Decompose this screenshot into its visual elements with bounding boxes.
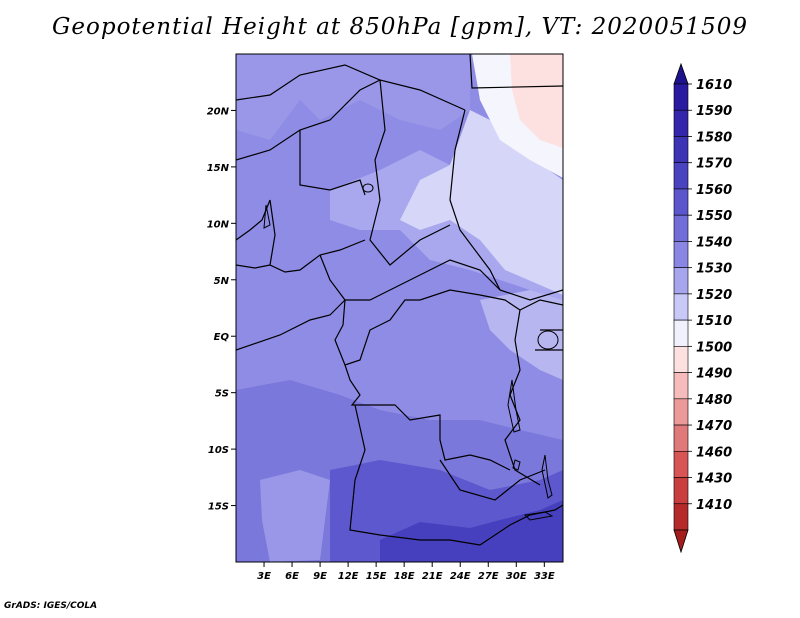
y-tick-label: 10S xyxy=(208,445,229,456)
colorbar-swatch xyxy=(673,477,689,505)
colorbar-label: 1510 xyxy=(696,314,732,329)
colorbar-swatch xyxy=(673,450,689,478)
x-tick-label: 18E xyxy=(394,571,415,582)
colorbar-label: 1570 xyxy=(696,157,732,172)
x-tick-label: 27E xyxy=(478,571,499,582)
field-northeast-pale xyxy=(400,110,563,295)
colorbar-label: 1580 xyxy=(696,130,732,145)
y-tick-label: 10N xyxy=(207,219,230,230)
border-west-sahel xyxy=(236,79,381,161)
border-sudan-libya xyxy=(469,54,563,89)
plot-frame xyxy=(235,53,564,563)
colorbar-swatch xyxy=(673,293,689,321)
colorbar-label: 1480 xyxy=(696,393,732,408)
x-tick-label: 24E xyxy=(450,571,471,582)
colorbar-swatch xyxy=(673,319,689,347)
colorbar-label: 1560 xyxy=(696,183,732,198)
colorbar-swatch xyxy=(673,398,689,426)
map-title: Geopotential Height at 850hPa [gpm], VT:… xyxy=(52,14,748,40)
field-east-pale-patch xyxy=(480,290,563,380)
border-north-africa xyxy=(236,64,466,111)
x-tick-label: 21E xyxy=(422,571,443,582)
border-nigeria xyxy=(269,199,366,273)
colorbar-swatch xyxy=(673,109,689,137)
y-tick-label: 15S xyxy=(208,502,229,513)
field-northeast-pink xyxy=(510,54,563,148)
x-tick-label: 33E xyxy=(534,571,555,582)
lake-tanganyika xyxy=(507,379,521,433)
colorbar-bottom-arrow xyxy=(673,529,689,554)
lake-mweru xyxy=(512,459,521,471)
x-axis: 3E 6E 9E 12E 15E 18E 21E 24E 27E 30E 33E xyxy=(257,562,555,582)
y-tick-label: 20N xyxy=(207,106,230,117)
country-borders xyxy=(236,54,563,546)
colorbar-label: 1540 xyxy=(696,235,732,250)
x-tick-label: 6E xyxy=(285,571,299,582)
lake-victoria xyxy=(537,330,559,350)
lake-volta xyxy=(263,204,271,229)
border-east-africa xyxy=(519,299,563,351)
y-tick-label: 5S xyxy=(215,389,229,400)
y-tick-label: EQ xyxy=(214,332,230,343)
y-axis: 20N 15N 10N 5N EQ 5S 10S 15S xyxy=(207,106,236,513)
border-zambia xyxy=(439,459,546,501)
colorbar-label: 1610 xyxy=(696,78,732,93)
colorbar-swatch xyxy=(673,241,689,268)
border-sudan-south xyxy=(499,289,563,301)
colorbar-label: 1520 xyxy=(696,288,732,303)
border-chad-sudan xyxy=(449,109,501,291)
border-drc-north xyxy=(419,289,521,311)
lake-kariba xyxy=(523,511,554,521)
y-tick-label: 5N xyxy=(214,276,230,287)
colorbar-swatch xyxy=(673,136,689,164)
colorbar-swatch xyxy=(673,162,689,190)
colorbar-swatch xyxy=(673,503,689,531)
colorbar-label: 1410 xyxy=(696,498,732,513)
field-southwest-pale xyxy=(260,470,330,562)
colorbar-swatch xyxy=(673,267,689,295)
colorbar-label: 1590 xyxy=(696,104,732,119)
colorbar-label: 1430 xyxy=(696,472,732,487)
lakes xyxy=(263,183,559,521)
border-cameroon-car xyxy=(319,254,501,301)
grads-credit: GrADS: IGES/COLA xyxy=(4,601,98,611)
field-southeast-darker xyxy=(380,500,563,562)
border-angola-south xyxy=(349,404,481,546)
x-tick-label: 30E xyxy=(506,571,527,582)
border-mali-niger xyxy=(299,130,366,196)
lake-malawi xyxy=(541,454,553,499)
border-coast-west xyxy=(236,299,346,351)
colorbar-swatch xyxy=(673,214,689,242)
y-tick-label: 15N xyxy=(207,163,230,174)
border-west-coast xyxy=(236,264,271,269)
colorbar-label: 1530 xyxy=(696,262,732,277)
x-tick-label: 15E xyxy=(366,571,387,582)
colorbar-label: 1500 xyxy=(696,340,732,355)
colorbar-label: 1490 xyxy=(696,367,732,382)
border-chad-west xyxy=(369,79,451,266)
colorbar-label: 1550 xyxy=(696,209,732,224)
colorbar-swatch xyxy=(673,83,689,111)
lake-chad xyxy=(362,183,374,193)
colorbar-swatch xyxy=(673,372,689,400)
colorbar-swatch xyxy=(673,188,689,216)
border-angola-north xyxy=(344,364,511,471)
colorbar-label: 1470 xyxy=(696,419,732,434)
border-congo xyxy=(334,299,420,366)
colorbar-swatch xyxy=(673,346,689,373)
x-tick-label: 12E xyxy=(338,571,359,582)
colorbar: 1610 1590 1580 1570 1560 1550 1540 1530 1520 1510… xyxy=(673,62,732,554)
x-tick-label: 9E xyxy=(313,571,327,582)
colorbar-swatch xyxy=(673,424,689,452)
colorbar-top-arrow xyxy=(673,62,689,85)
colorbar-label: 1460 xyxy=(696,445,732,460)
border-zimbabwe xyxy=(479,504,563,546)
x-tick-label: 3E xyxy=(257,571,271,582)
